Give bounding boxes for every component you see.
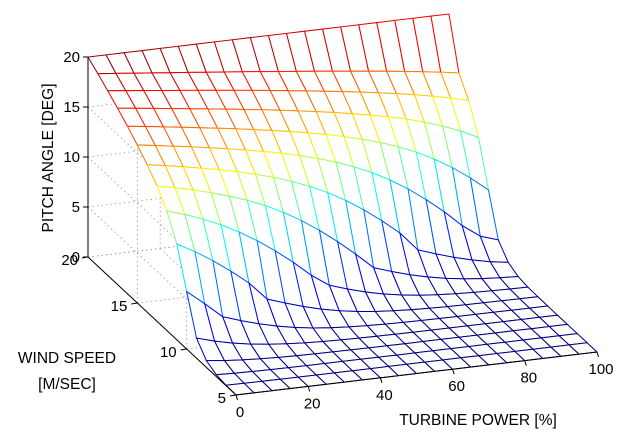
x-tick-label: 40 — [376, 387, 393, 404]
y-tick-label: 5 — [218, 390, 226, 407]
surface-mesh — [87, 13, 599, 396]
x-tick-label: 80 — [520, 370, 537, 387]
x-tick-mark — [307, 386, 311, 392]
x-tick-label: 0 — [236, 404, 244, 421]
z-tick-label: 20 — [63, 49, 80, 66]
x-tick-label: 20 — [304, 395, 321, 412]
y-tick-mark — [180, 348, 187, 351]
y-tick-label: 10 — [160, 344, 177, 361]
x-axis-line — [235, 351, 598, 396]
x-tick-mark — [452, 369, 455, 375]
z-tick-label: 5 — [72, 199, 80, 216]
x-tick-mark — [379, 377, 383, 383]
y-axis-label-line1: WIND SPEED — [18, 350, 116, 367]
x-tick-mark — [596, 351, 599, 358]
x-tick-mark — [235, 394, 238, 401]
y-tick-mark — [229, 394, 237, 397]
y-axis-line — [87, 256, 237, 396]
z-tick-label: 0 — [72, 249, 80, 266]
x-tick-label: 60 — [448, 378, 465, 395]
z-tick-label: 15 — [63, 99, 80, 116]
z-tick-label: 10 — [63, 149, 80, 166]
y-tick-label: 20 — [61, 252, 78, 269]
x-tick-label: 100 — [588, 361, 613, 378]
x-tick-mark — [524, 360, 527, 366]
y-tick-mark — [131, 302, 138, 305]
x-axis-label: TURBINE POWER [%] — [399, 412, 557, 429]
z-axis-label: PITCH ANGLE [DEG] — [40, 83, 57, 232]
y-axis-label-line2: [M/SEC] — [38, 376, 96, 393]
y-tick-label: 15 — [111, 298, 128, 315]
